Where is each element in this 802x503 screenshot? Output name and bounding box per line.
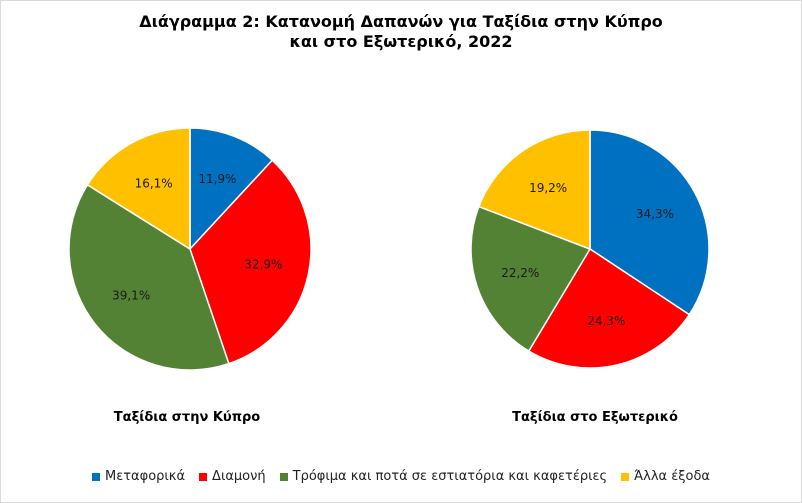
pie-caption-cyprus: Ταξίδια στην Κύπρο — [113, 410, 261, 425]
legend-label-other: Άλλα έξοδα — [634, 469, 710, 484]
legend-swatch-transport — [91, 472, 100, 481]
pie-label-abroad-transport: 34,3% — [636, 207, 674, 221]
chart-title-line-2: και στο Εξωτερικό, 2022 — [289, 32, 513, 51]
legend-swatch-food-drinks — [279, 472, 288, 481]
pie-slice-abroad-other — [477, 129, 591, 251]
legend-item-other: Άλλα έξοδα — [621, 469, 710, 484]
legend-label-transport: Μεταφορικά — [104, 469, 186, 484]
pie-label-abroad-other: 19,2% — [529, 181, 567, 195]
pie-label-cyprus-food-drinks: 39,1% — [112, 289, 150, 303]
pie-slice-abroad-accommodation — [527, 247, 691, 369]
pie-slice-cyprus-transport — [189, 127, 274, 251]
legend-item-food-drinks: Τρόφιμα και ποτά σε εστιατόρια και καφετ… — [279, 469, 608, 484]
pie-label-cyprus-accommodation: 32,9% — [244, 258, 282, 272]
chart-title-line-1: Διάγραμμα 2: Κατανομή Δαπανών για Ταξίδι… — [139, 12, 663, 31]
legend-item-transport: Μεταφορικά — [91, 469, 186, 484]
pie-slice-cyprus-other — [86, 127, 191, 251]
pie-slice-cyprus-food-drinks — [68, 183, 230, 371]
pie-label-abroad-accommodation: 24,3% — [587, 314, 625, 328]
legend-item-accommodation: Διαμονή — [199, 469, 266, 484]
legend-label-accommodation: Διαμονή — [212, 469, 266, 484]
pie-slice-cyprus-accommodation — [189, 159, 312, 365]
pie-label-abroad-food-drinks: 22,2% — [501, 266, 539, 280]
pie-label-cyprus-other: 16,1% — [135, 176, 173, 190]
legend-swatch-other — [621, 472, 630, 481]
chart-title: Διάγραμμα 2: Κατανομή Δαπανών για Ταξίδι… — [1, 12, 801, 52]
chart-legend: Μεταφορικά Διαμονή Τρόφιμα και ποτά σε ε… — [1, 469, 801, 484]
pie-slice-abroad-food-drinks — [470, 205, 592, 353]
legend-label-food-drinks: Τρόφιμα και ποτά σε εστιατόρια και καφετ… — [292, 469, 608, 484]
pie-caption-abroad: Ταξίδια στο Εξωτερικό — [512, 410, 678, 425]
legend-swatch-accommodation — [199, 472, 208, 481]
pie-label-cyprus-transport: 11,9% — [198, 172, 236, 186]
